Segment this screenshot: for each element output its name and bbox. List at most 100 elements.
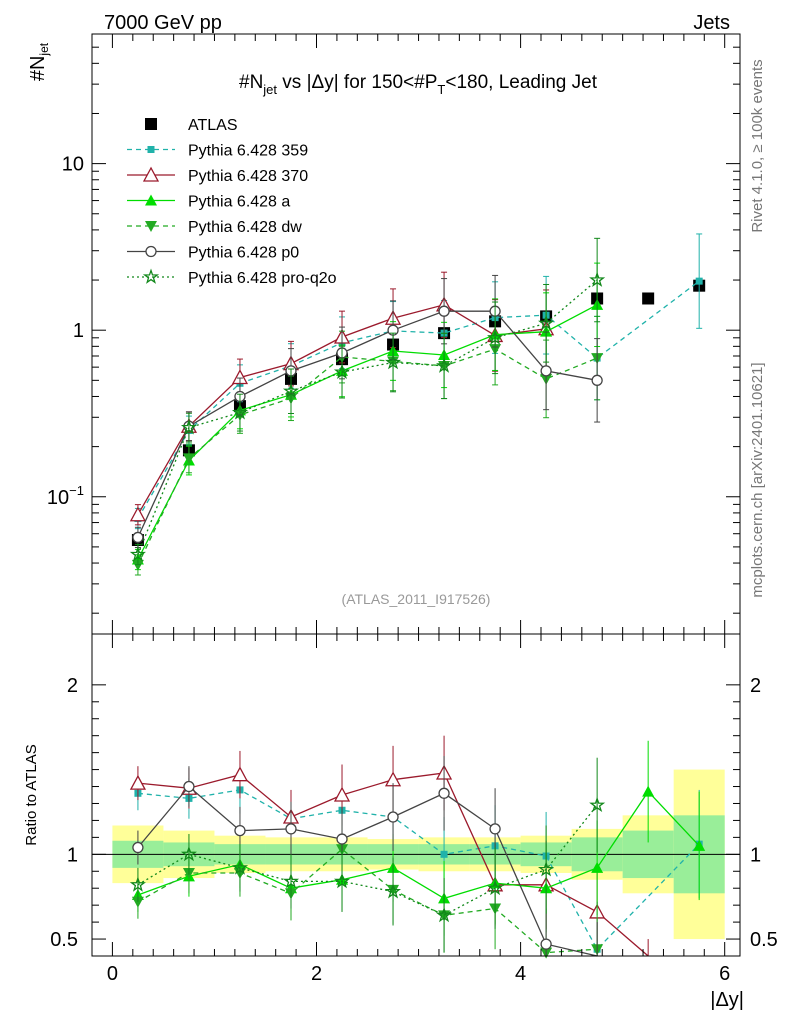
ratio-point (131, 896, 144, 908)
legend-item: Pythia 6.428 370 (127, 166, 308, 185)
ratio-point (591, 861, 604, 873)
series-line (137, 280, 700, 519)
main-ticks: 10−1 1 10 (47, 33, 740, 634)
ratio-content (92, 735, 740, 959)
ratio-point (385, 883, 402, 899)
ratio-panel: 0.5 0.5 1 1 2 2 0 2 4 6 Ratio to ATLAS |Δy| (23, 633, 778, 1011)
ratio-series-pythia-6-428-pro-q2o (129, 757, 606, 953)
header-right: Jets (693, 12, 730, 34)
plot-title: #Njet vs |Δy| for 150<#PT<180, Leading J… (239, 72, 598, 97)
ratio-frame (91, 633, 741, 957)
series-pythia-6-428-pro-q2o (129, 237, 606, 566)
legend-item: ATLAS (145, 117, 238, 134)
series-line (137, 304, 598, 560)
data-point (231, 404, 249, 420)
ratio-tick-label-right: 1 (750, 844, 761, 866)
analysis-tag: (ATLAS_2011_I917526) (342, 591, 491, 607)
ratio-point (129, 774, 147, 790)
legend-marker (145, 221, 157, 232)
y-axis-label-text: #Njet (27, 42, 51, 81)
ratio-point (333, 872, 351, 889)
ratio-point (589, 796, 606, 813)
legend-marker (142, 268, 160, 284)
legend-item: Pythia 6.428 359 (127, 143, 308, 160)
data-point (591, 374, 603, 386)
data-point (538, 314, 555, 331)
data-point (129, 545, 146, 562)
series-atlas (131, 279, 706, 547)
ratio-point (642, 785, 655, 797)
series-pythia-6-428-p0 (132, 274, 603, 549)
ratio-line (137, 785, 598, 957)
ratio-point (538, 861, 555, 877)
data-point (129, 506, 147, 522)
ratio-axis-label: Ratio to ATLAS (23, 744, 40, 845)
legend-item: Pythia 6.428 dw (127, 219, 302, 236)
legend-marker (147, 146, 155, 153)
legend-label: Pythia 6.428 dw (188, 219, 302, 236)
data-point (487, 329, 504, 345)
ratio-point (231, 859, 249, 875)
ratio-point (132, 841, 144, 854)
x-tick-label: 0 (107, 963, 118, 985)
series-line (137, 348, 598, 566)
ratio-line (137, 804, 598, 917)
legend-label: ATLAS (188, 117, 238, 134)
ratio-point (489, 823, 501, 835)
ratio-point (387, 811, 399, 823)
ratio-line (137, 848, 598, 954)
y-tick-label: 10 (62, 154, 84, 176)
main-panel: 10−1 1 10 #Njet vs |Δy| for 150<#PT<180, L… (47, 33, 741, 635)
legend-item: Pythia 6.428 pro-q2o (127, 268, 337, 287)
series-pythia-6-428-a (131, 262, 604, 571)
legend-marker (145, 118, 157, 130)
data-point (282, 382, 300, 399)
mcplots-label: mcplots.cern.ch [arXiv:2401.10621] (749, 362, 766, 597)
series-pythia-6-428-dw (131, 312, 604, 576)
data-point (589, 271, 606, 287)
ratio-point (180, 845, 197, 862)
x-tick-label: 4 (515, 963, 526, 985)
ratio-point (440, 850, 448, 858)
data-point (438, 305, 450, 317)
ratio-point (282, 872, 300, 889)
ratio-point (487, 879, 504, 896)
ratio-point (693, 839, 706, 851)
data-point (182, 453, 195, 465)
ratio-series-pythia-6-428-p0 (132, 756, 598, 957)
legend-label: Pythia 6.428 370 (188, 168, 308, 185)
data-point (436, 357, 453, 373)
data-point (642, 292, 655, 305)
data-point (695, 277, 703, 285)
ratio-point (333, 786, 351, 802)
ratio-point (336, 833, 348, 845)
ratio-line (137, 790, 700, 900)
ratio-point (183, 780, 195, 793)
data-point (131, 559, 144, 571)
legend-marker (145, 245, 157, 258)
ratio-tick-label-left: 2 (67, 675, 78, 697)
y-axis-label: #Njet (27, 42, 51, 81)
data-point (385, 354, 402, 370)
ratio-tick-label-right: 0.5 (750, 929, 778, 951)
x-tick-label: 6 (719, 963, 730, 985)
legend: ATLAS Pythia 6.428 359 Pythia 6.428 370 Pyt… (127, 117, 337, 287)
legend-item: Pythia 6.428 p0 (127, 245, 299, 262)
y-tick-label: 1 (73, 320, 84, 342)
legend-marker (145, 194, 157, 206)
x-axis-label: |Δy| (710, 989, 744, 1011)
ratio-ticks: 0.5 0.5 1 1 2 2 0 2 4 6 (50, 634, 778, 985)
ratio-point (438, 787, 450, 799)
legend-label: Pythia 6.428 359 (188, 143, 308, 160)
ratio-point (540, 938, 552, 950)
data-point (540, 365, 552, 377)
ratio-point (231, 766, 249, 782)
series-line (137, 279, 598, 555)
ratio-point (436, 906, 453, 923)
legend-item: Pythia 6.428 a (127, 194, 290, 211)
legend-marker (142, 166, 160, 182)
ratio-tick-label-right: 2 (750, 675, 761, 697)
data-point (180, 419, 197, 435)
plot-title-text: #Njet vs |Δy| for 150<#PT<180, Leading J… (239, 72, 598, 97)
